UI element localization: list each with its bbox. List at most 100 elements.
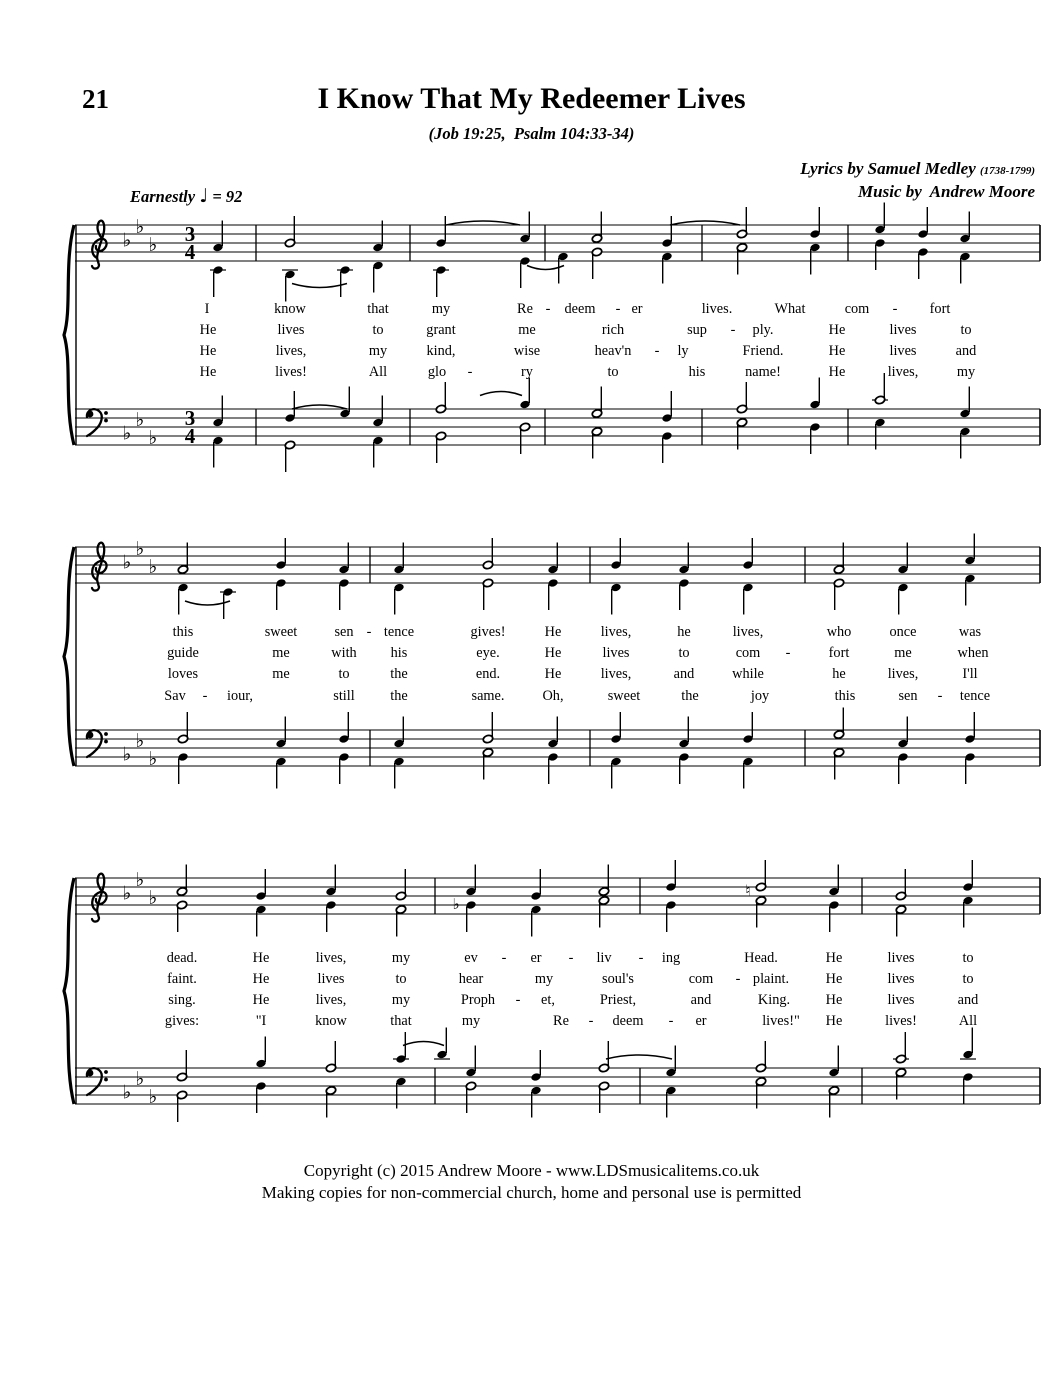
system-3-brace <box>62 877 77 1105</box>
lyric-syllable: He <box>252 950 270 966</box>
lyric-syllable: rich <box>601 322 625 338</box>
lyric-syllable: er <box>695 1013 707 1029</box>
lyric-syllable: lives, <box>600 624 632 640</box>
lyric-syllable: my <box>391 992 411 1008</box>
lyric-syllable: He <box>825 950 843 966</box>
lyric-syllable: the <box>681 688 699 704</box>
lyric-syllable: lives <box>277 322 305 338</box>
lyric-syllable: glo <box>427 364 447 380</box>
lyric-hyphen: - <box>545 301 551 317</box>
lyric-syllable: to <box>338 666 350 682</box>
svg-text:♭: ♭ <box>123 883 132 905</box>
svg-text:♭: ♭ <box>136 730 145 752</box>
lyric-syllable: lives! <box>275 364 307 380</box>
lyric-syllable: my <box>956 364 976 380</box>
lyric-syllable: lives <box>887 992 915 1008</box>
lyric-syllable: lives <box>889 322 917 338</box>
lyric-syllable: ing <box>661 950 681 966</box>
lyric-hyphen: - <box>735 971 741 987</box>
lyric-syllable: Re <box>553 1013 569 1029</box>
lyric-syllable: sweet <box>264 624 298 640</box>
lyric-syllable: He <box>825 971 843 987</box>
lyric-syllable: All <box>958 1013 978 1029</box>
lyric-syllable: same. <box>471 688 505 704</box>
lyric-syllable: that <box>367 301 389 317</box>
svg-text:♭: ♭ <box>149 556 158 578</box>
lyric-syllable: while <box>732 666 764 682</box>
lyric-hyphen: - <box>588 1013 594 1029</box>
svg-text:♭: ♭ <box>149 427 158 449</box>
lyric-syllable: ry <box>521 364 533 380</box>
svg-text:♭: ♭ <box>123 744 132 766</box>
lyric-syllable: this <box>172 624 194 640</box>
tempo-marking: Earnestly ♩ = 92 <box>130 185 242 207</box>
lyric-hyphen: - <box>654 343 660 359</box>
lyric-syllable: He <box>199 322 217 338</box>
lyric-syllable: with <box>331 645 357 661</box>
svg-text:♭: ♭ <box>136 409 145 431</box>
lyric-syllable: and <box>955 343 977 359</box>
lyric-syllable: me <box>518 322 536 338</box>
lyric-syllable: sup <box>687 322 707 338</box>
lyric-syllable: lives! <box>885 1013 917 1029</box>
lyric-syllable: still <box>333 688 355 704</box>
lyric-syllable: was <box>958 624 982 640</box>
lyric-syllable: tence <box>959 688 991 704</box>
system-3-bass-staff: ♭♭♭ <box>75 1027 1041 1122</box>
system-1-treble-staff: ♭♭♭ 34 <box>75 202 1041 302</box>
lyric-syllable: end. <box>475 666 501 682</box>
lyric-syllable: He <box>252 971 270 987</box>
lyric-syllable: when <box>957 645 989 661</box>
lyric-hyphen: - <box>202 688 208 704</box>
lyric-syllable: fort <box>828 645 850 661</box>
lyric-syllable: He <box>828 322 846 338</box>
lyric-syllable: sweet <box>607 688 641 704</box>
lyric-syllable: lives, <box>732 624 764 640</box>
lyric-syllable: ly <box>677 343 689 359</box>
lyric-syllable: He <box>544 666 562 682</box>
lyric-syllable: King. <box>757 992 791 1008</box>
lyric-syllable: I <box>204 301 210 317</box>
lyric-syllable: com <box>735 645 761 661</box>
lyric-syllable: he <box>677 624 691 640</box>
copyright-line: Copyright (c) 2015 Andrew Moore - www.LD… <box>303 1161 760 1180</box>
system-3-treble-staff: ♭♭♭ ♭♮ <box>75 860 1041 937</box>
lyric-syllable: lives <box>889 343 917 359</box>
lyric-syllable: lives. <box>701 301 733 317</box>
system-2-treble-staff: ♭♭♭ <box>75 533 1041 619</box>
lyric-syllable: He <box>825 992 843 1008</box>
svg-text:♭: ♭ <box>452 895 459 913</box>
lyric-syllable: All <box>368 364 388 380</box>
svg-text:♭: ♭ <box>123 230 132 252</box>
lyric-syllable: Oh, <box>542 688 564 704</box>
lyric-syllable: Proph <box>460 992 496 1008</box>
svg-text:♭: ♭ <box>136 869 145 891</box>
lyric-syllable: lives <box>602 645 630 661</box>
tempo-expression: Earnestly <box>130 187 200 206</box>
lyric-syllable: He <box>828 364 846 380</box>
lyric-syllable: his <box>390 645 408 661</box>
lyric-syllable: Priest, <box>599 992 637 1008</box>
lyric-syllable: wise <box>513 343 541 359</box>
lyric-syllable: lives <box>887 971 915 987</box>
lyric-syllable: gives: <box>164 1013 200 1029</box>
svg-text:♮: ♮ <box>745 882 750 900</box>
lyric-syllable: me <box>272 645 290 661</box>
svg-text:♭: ♭ <box>123 1082 132 1104</box>
lyric-syllable: Sav <box>164 688 186 704</box>
lyric-syllable: lives, <box>275 343 307 359</box>
tempo-value: = 92 <box>208 187 243 206</box>
lyric-syllable: and <box>673 666 695 682</box>
lyric-syllable: heav'n <box>594 343 632 359</box>
hymn-title: I Know That My Redeemer Lives <box>317 82 746 115</box>
lyric-syllable: I'll <box>962 666 978 682</box>
lyric-syllable: and <box>690 992 712 1008</box>
lyric-hyphen: - <box>515 992 521 1008</box>
lyric-syllable: dead. <box>166 950 198 966</box>
lyric-syllable: lives <box>317 971 345 987</box>
lyric-syllable: who <box>826 624 852 640</box>
lyric-syllable: Head. <box>744 950 778 966</box>
lyric-syllable: ev <box>464 950 478 966</box>
lyric-hyphen: - <box>568 950 574 966</box>
